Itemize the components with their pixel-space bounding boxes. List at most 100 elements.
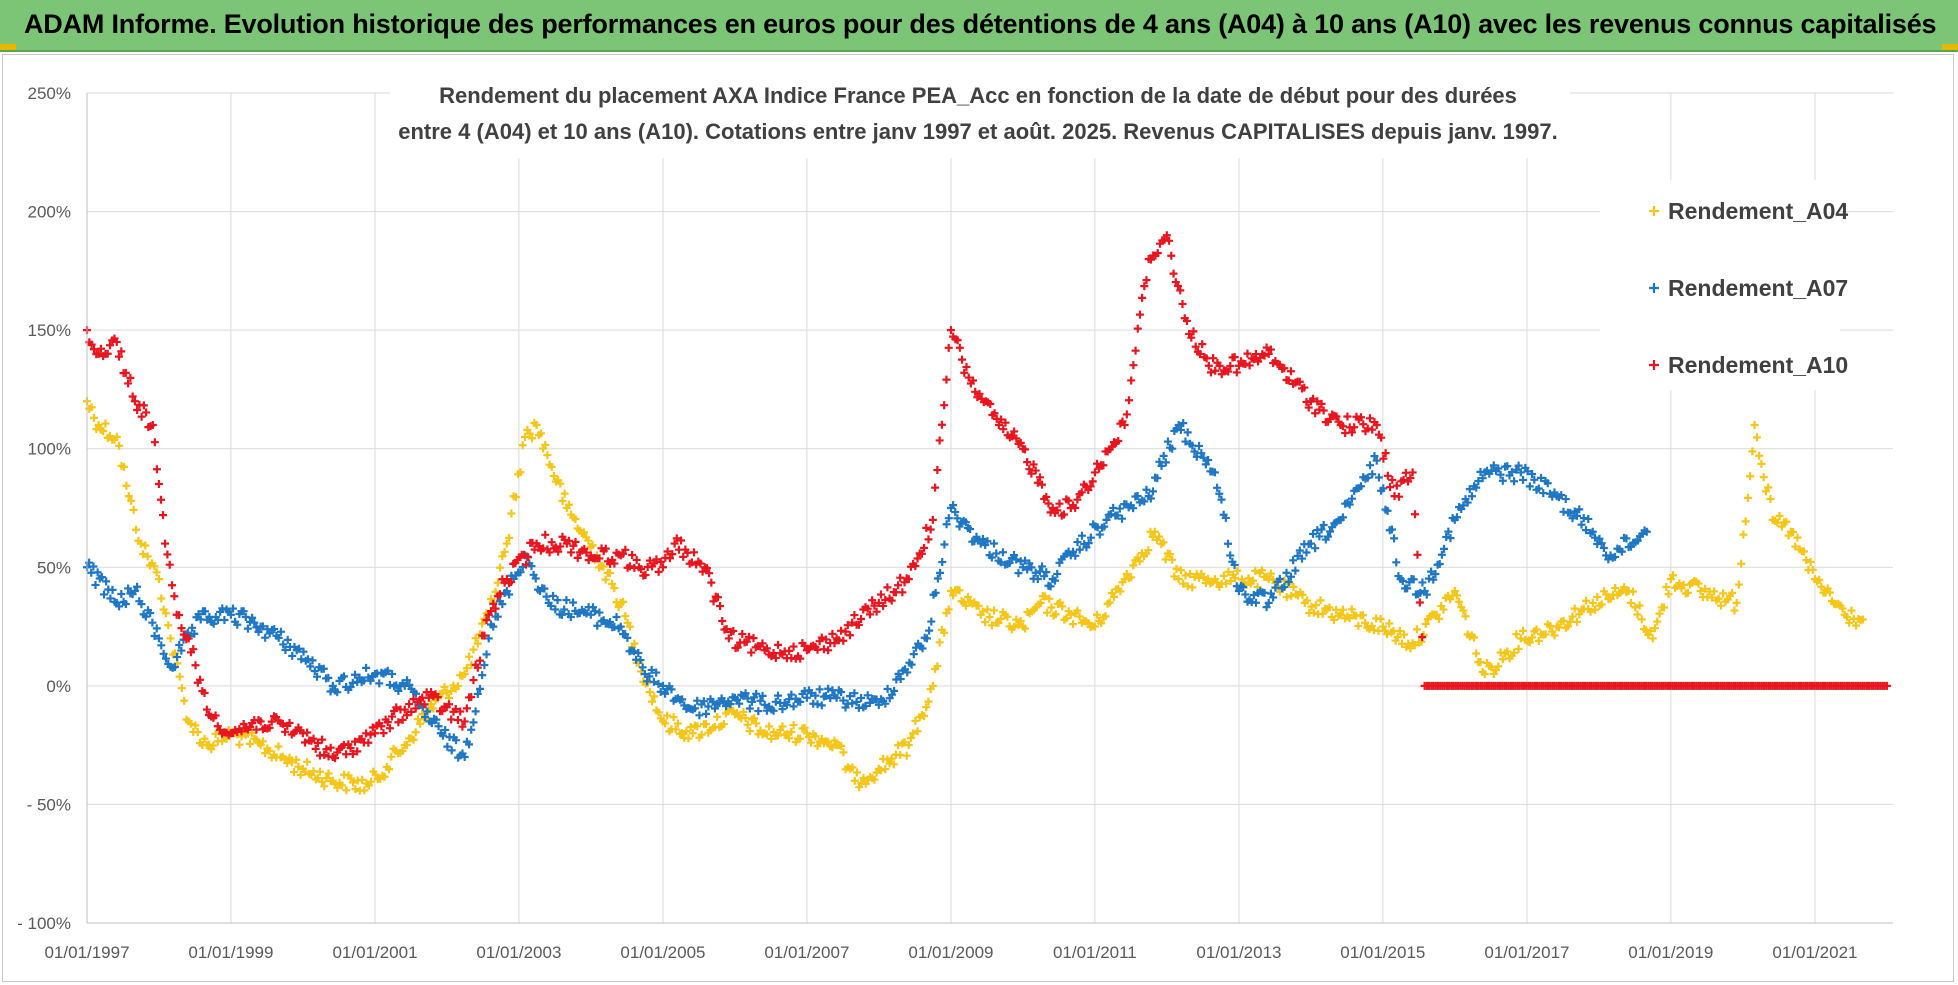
data-marker-A07 [276,627,285,636]
data-marker-A07 [351,670,360,679]
data-marker-A07 [1082,543,1091,552]
data-marker-A04 [961,601,970,610]
data-marker-A07 [811,691,820,700]
data-marker-A04 [743,720,752,729]
data-marker-A04 [1472,649,1481,658]
data-marker-A04 [1541,630,1550,639]
data-marker-A04 [608,579,617,588]
data-marker-A10 [1311,409,1320,418]
data-marker-A04 [1789,527,1798,536]
data-marker-A10 [1401,468,1410,477]
data-point-A07 [1642,527,1651,536]
data-marker-A07 [722,702,731,711]
data-marker-A07 [190,629,199,638]
data-marker-A07 [471,707,480,716]
data-marker-A04 [1730,606,1739,615]
data-marker-A10 [1053,506,1062,515]
data-marker-A04 [1318,609,1327,618]
data-marker-A04 [440,683,449,692]
data-marker-A07 [1519,475,1528,484]
data-marker-A10 [1174,282,1183,291]
data-marker-A10 [1025,465,1034,474]
data-marker-A07 [1507,468,1516,477]
data-marker-A10 [348,749,357,758]
data-marker-A07 [1379,484,1388,493]
data-marker-A04 [543,451,552,460]
data-marker-A07 [1323,532,1332,541]
data-marker-A07 [1289,556,1298,565]
data-marker-A07 [845,692,854,701]
data-marker-A07 [279,640,288,649]
data-marker-A10 [444,700,453,709]
data-marker-A07 [553,596,562,605]
data-marker-A07 [1510,477,1519,486]
data-marker-A10 [402,711,411,720]
data-marker-A07 [1241,590,1250,599]
data-marker-A04 [560,489,569,498]
data-marker-A04 [358,775,367,784]
data-point-A04 [94,421,103,429]
data-point-A04 [1432,610,1441,619]
data-marker-A04 [1047,603,1056,612]
data-marker-A10 [571,537,580,546]
data-marker-A10 [496,590,505,599]
data-marker-A04 [1743,493,1752,502]
data-marker-A04 [750,714,759,723]
data-marker-A04 [1563,622,1572,631]
data-marker-A10 [1153,249,1162,258]
data-point-A07 [760,700,769,709]
data-marker-A07 [865,698,874,707]
data-marker-A04 [360,786,369,795]
data-marker-A04 [1728,588,1737,597]
data-marker-A10 [868,596,877,605]
data-marker-A10 [944,343,953,352]
data-point-A10 [502,575,511,584]
data-marker-A04 [605,569,614,578]
data-marker-A07 [1387,525,1396,534]
data-point-A10 [1048,504,1057,512]
data-marker-A04 [1185,570,1194,578]
data-marker-A10 [850,611,859,620]
data-marker-A10 [1131,346,1140,355]
data-marker-A10 [124,379,133,388]
data-marker-A04 [1122,570,1131,579]
data-marker-A04 [855,783,864,792]
data-marker-A10 [1368,425,1377,434]
data-marker-A07 [1042,568,1051,577]
data-marker-A04 [342,786,351,795]
data-marker-A10 [469,676,478,685]
data-marker-A04 [981,618,990,627]
data-marker-A07 [822,691,831,700]
data-marker-A07 [1543,479,1552,488]
data-marker-A04 [429,704,438,713]
data-marker-A07 [927,617,936,626]
data-marker-A07 [938,558,947,567]
data-marker-A04 [1338,605,1347,614]
data-marker-A07 [933,574,942,583]
data-marker-A04 [287,758,296,767]
data-marker-A04 [1282,593,1291,602]
data-marker-A07 [1038,562,1047,571]
data-marker-A10 [1399,476,1408,485]
data-marker-A04 [1226,576,1235,585]
data-marker-A04 [1815,575,1824,584]
data-marker-A10 [1167,251,1176,260]
data-marker-A10 [913,554,922,563]
data-marker-A04 [619,597,628,606]
data-marker-A04 [588,541,597,550]
data-point-A04 [502,539,511,548]
data-marker-A07 [638,663,647,672]
data-point-A04 [850,776,859,785]
data-point-A10 [1162,231,1171,240]
data-marker-A04 [870,775,879,784]
data-marker-A10 [405,700,414,709]
data-marker-A04 [1554,623,1563,632]
data-marker-A04 [697,730,706,739]
data-marker-A07 [421,713,430,722]
data-marker-A10 [955,343,964,352]
data-marker-A10 [1243,349,1252,358]
data-marker-A04 [778,722,787,731]
data-marker-A10 [716,601,725,610]
data-marker-A07 [1179,419,1188,428]
data-marker-A10 [1319,406,1328,415]
